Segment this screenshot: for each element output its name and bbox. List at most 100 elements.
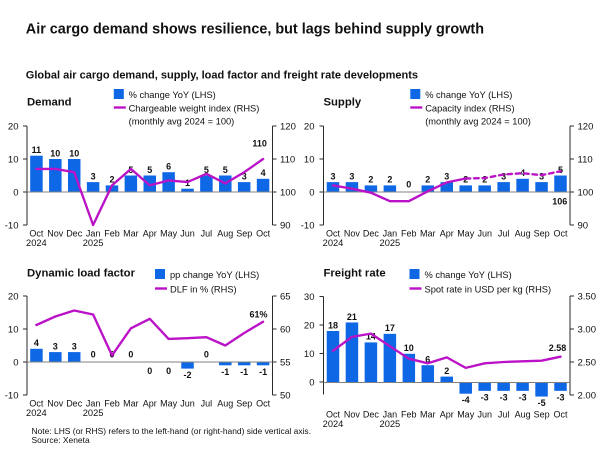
svg-text:Oct: Oct bbox=[256, 229, 271, 239]
svg-text:Feb: Feb bbox=[401, 229, 417, 239]
svg-text:120: 120 bbox=[280, 121, 296, 132]
svg-text:DLF in % (RHS): DLF in % (RHS) bbox=[170, 284, 237, 294]
svg-text:3: 3 bbox=[501, 171, 506, 181]
svg-text:6: 6 bbox=[166, 162, 171, 172]
svg-text:10: 10 bbox=[404, 343, 414, 353]
svg-text:2: 2 bbox=[482, 175, 487, 185]
svg-text:Jan: Jan bbox=[383, 229, 398, 239]
svg-text:3: 3 bbox=[91, 171, 96, 181]
svg-text:0: 0 bbox=[128, 349, 133, 359]
svg-text:Oct: Oct bbox=[326, 409, 341, 419]
svg-text:110: 110 bbox=[252, 138, 267, 148]
svg-text:100: 100 bbox=[578, 187, 594, 198]
svg-text:Jul: Jul bbox=[201, 399, 213, 409]
svg-text:(monthly avg 2024 = 100): (monthly avg 2024 = 100) bbox=[129, 117, 235, 127]
svg-text:Feb: Feb bbox=[401, 409, 417, 419]
svg-text:May: May bbox=[160, 229, 178, 239]
svg-text:0: 0 bbox=[406, 179, 411, 189]
svg-text:2024: 2024 bbox=[26, 238, 47, 248]
svg-text:17: 17 bbox=[385, 323, 395, 333]
svg-text:Demand: Demand bbox=[27, 97, 72, 109]
svg-text:18: 18 bbox=[328, 320, 338, 330]
svg-text:Oct: Oct bbox=[29, 229, 44, 239]
svg-text:106: 106 bbox=[552, 197, 567, 207]
svg-text:Jun: Jun bbox=[180, 399, 195, 409]
svg-text:Nov: Nov bbox=[344, 229, 361, 239]
svg-text:100: 100 bbox=[280, 187, 296, 198]
svg-text:3.00: 3.00 bbox=[578, 324, 597, 335]
svg-text:90: 90 bbox=[578, 220, 589, 231]
svg-text:Dec: Dec bbox=[66, 399, 83, 409]
svg-text:2024: 2024 bbox=[26, 408, 47, 418]
svg-text:Apr: Apr bbox=[143, 399, 157, 409]
svg-text:50: 50 bbox=[280, 390, 291, 401]
svg-text:-1: -1 bbox=[259, 367, 267, 377]
svg-text:Jul: Jul bbox=[498, 409, 510, 419]
svg-text:3: 3 bbox=[242, 171, 247, 181]
svg-text:55: 55 bbox=[280, 357, 291, 368]
svg-text:2: 2 bbox=[109, 175, 114, 185]
svg-text:-4: -4 bbox=[462, 395, 470, 405]
svg-text:3: 3 bbox=[349, 171, 354, 181]
svg-text:2: 2 bbox=[387, 175, 392, 185]
svg-text:% change YoY (LHS): % change YoY (LHS) bbox=[425, 270, 512, 280]
svg-text:Sep: Sep bbox=[534, 409, 550, 419]
svg-text:May: May bbox=[160, 399, 178, 409]
svg-text:120: 120 bbox=[578, 121, 594, 132]
svg-text:% change YoY (LHS): % change YoY (LHS) bbox=[425, 90, 512, 100]
svg-text:5: 5 bbox=[223, 165, 228, 175]
svg-text:Dec: Dec bbox=[363, 409, 380, 419]
svg-text:6: 6 bbox=[425, 355, 430, 365]
svg-text:10: 10 bbox=[304, 349, 315, 360]
svg-text:Oct: Oct bbox=[553, 229, 568, 239]
svg-text:Aug: Aug bbox=[217, 399, 233, 409]
svg-text:Capacity index (RHS): Capacity index (RHS) bbox=[425, 103, 514, 113]
svg-text:Nov: Nov bbox=[344, 409, 361, 419]
svg-text:2024: 2024 bbox=[323, 419, 344, 429]
svg-text:0: 0 bbox=[13, 187, 18, 198]
svg-text:3: 3 bbox=[72, 341, 77, 351]
svg-text:-10: -10 bbox=[5, 390, 19, 401]
svg-text:61%: 61% bbox=[249, 310, 267, 320]
svg-text:10: 10 bbox=[50, 148, 60, 158]
svg-text:Mar: Mar bbox=[420, 229, 436, 239]
svg-text:3.50: 3.50 bbox=[578, 291, 597, 302]
svg-text:2: 2 bbox=[425, 175, 430, 185]
svg-text:Sep: Sep bbox=[236, 229, 252, 239]
svg-text:Oct: Oct bbox=[29, 399, 44, 409]
svg-text:Jul: Jul bbox=[498, 229, 510, 239]
svg-text:3: 3 bbox=[53, 341, 58, 351]
svg-text:Jun: Jun bbox=[180, 229, 195, 239]
svg-text:0: 0 bbox=[147, 366, 152, 376]
svg-text:-10: -10 bbox=[5, 220, 19, 231]
svg-text:10: 10 bbox=[304, 154, 315, 165]
svg-text:Aug: Aug bbox=[217, 229, 233, 239]
svg-text:3: 3 bbox=[330, 171, 335, 181]
svg-text:65: 65 bbox=[280, 291, 291, 302]
svg-text:Sep: Sep bbox=[534, 229, 550, 239]
svg-text:2: 2 bbox=[463, 175, 468, 185]
svg-text:Jan: Jan bbox=[86, 399, 101, 409]
svg-text:Dynamic load factor: Dynamic load factor bbox=[27, 268, 136, 280]
svg-text:10: 10 bbox=[8, 154, 19, 165]
svg-text:Jun: Jun bbox=[477, 409, 492, 419]
svg-text:0: 0 bbox=[166, 366, 171, 376]
svg-text:21: 21 bbox=[347, 312, 357, 322]
svg-text:Freight rate: Freight rate bbox=[324, 268, 386, 280]
svg-text:2: 2 bbox=[368, 175, 373, 185]
svg-text:4: 4 bbox=[261, 168, 266, 178]
svg-text:11: 11 bbox=[32, 145, 42, 155]
svg-text:Nov: Nov bbox=[47, 229, 64, 239]
svg-text:Global air cargo demand, suppl: Global air cargo demand, supply, load fa… bbox=[26, 70, 418, 82]
svg-text:10: 10 bbox=[8, 324, 19, 335]
svg-text:-3: -3 bbox=[481, 392, 489, 402]
svg-text:Mar: Mar bbox=[123, 399, 139, 409]
svg-text:4: 4 bbox=[34, 338, 39, 348]
svg-text:Oct: Oct bbox=[553, 409, 568, 419]
svg-text:10: 10 bbox=[69, 148, 79, 158]
svg-text:0: 0 bbox=[204, 349, 209, 359]
svg-text:5: 5 bbox=[147, 165, 152, 175]
svg-text:Oct: Oct bbox=[256, 399, 271, 409]
svg-text:Aug: Aug bbox=[515, 409, 531, 419]
svg-text:-3: -3 bbox=[519, 392, 527, 402]
